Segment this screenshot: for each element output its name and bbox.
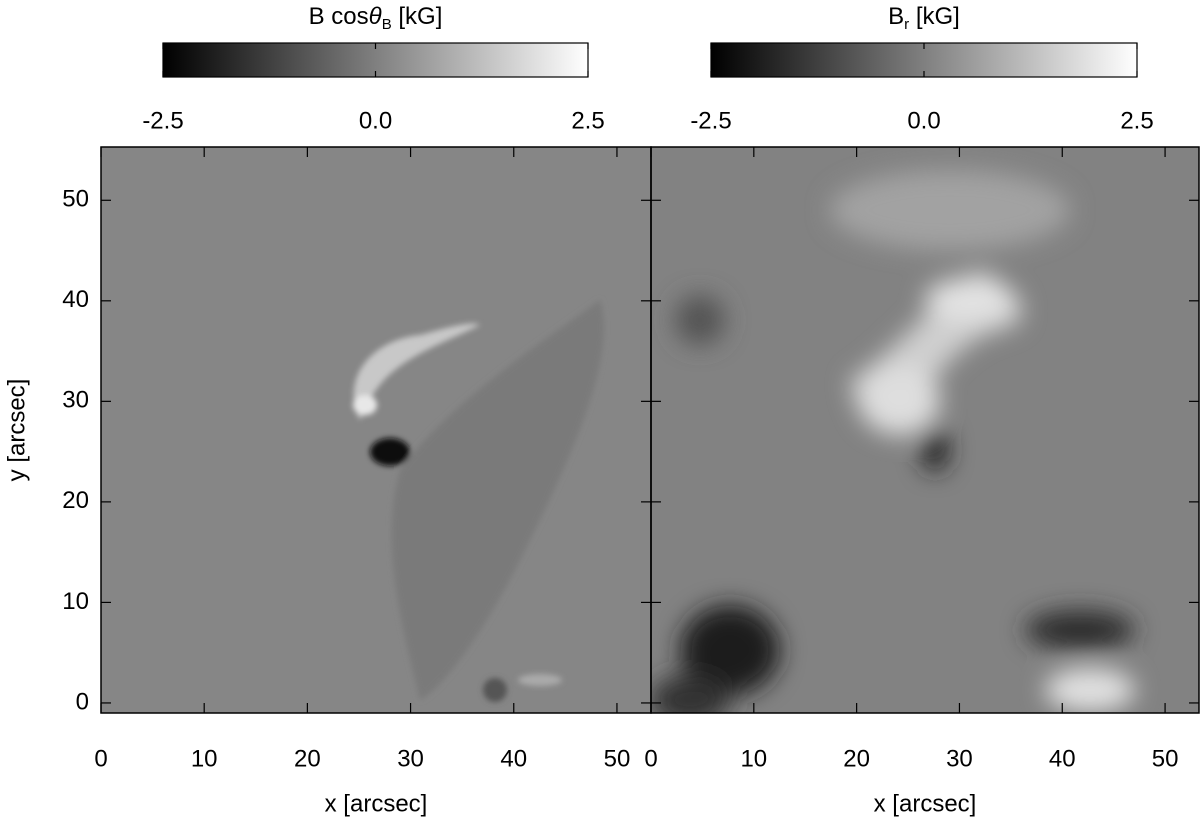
x-tick-label: 0 xyxy=(644,745,657,772)
image-right xyxy=(651,147,1199,713)
y-tick-label: 40 xyxy=(62,286,89,313)
colorbar-label-part: r xyxy=(904,16,909,33)
colorbar-label-part: [kG] xyxy=(909,3,960,30)
colorbar-tick-label: 0.0 xyxy=(907,107,940,134)
colorbar-tick-label: -2.5 xyxy=(142,107,183,134)
x-axis-label: x [arcsec] xyxy=(325,790,428,817)
colorbar-label: B cosθB [kG] xyxy=(309,3,443,33)
y-tick-label: 50 xyxy=(62,186,89,213)
y-tick-label: 0 xyxy=(76,688,89,715)
x-tick-label: 20 xyxy=(843,745,870,772)
x-tick-label: 10 xyxy=(740,745,767,772)
x-axis-label: x [arcsec] xyxy=(874,790,977,817)
x-tick-label: 40 xyxy=(1049,745,1076,772)
y-tick-label: 10 xyxy=(62,588,89,615)
x-tick-label: 0 xyxy=(94,745,107,772)
colorbar-tick-label: 2.5 xyxy=(571,107,604,134)
x-tick-label: 30 xyxy=(946,745,973,772)
x-tick-label: 50 xyxy=(1152,745,1179,772)
colorbar-label-part: θ xyxy=(369,3,382,30)
colorbar-label-part: B xyxy=(382,16,392,33)
y-tick-label: 20 xyxy=(62,487,89,514)
y-axis-label: y [arcsec] xyxy=(3,379,30,482)
colorbar-label: Br [kG] xyxy=(888,3,960,33)
x-tick-label: 40 xyxy=(500,745,527,772)
colorbar-tick-label: -2.5 xyxy=(690,107,731,134)
x-tick-label: 20 xyxy=(294,745,321,772)
colorbar-label-part: B cos xyxy=(309,3,369,30)
colorbar-tick-label: 0.0 xyxy=(359,107,392,134)
x-tick-label: 50 xyxy=(604,745,631,772)
image-left xyxy=(101,147,651,713)
colorbar-label-part: [kG] xyxy=(392,3,443,30)
plot-frame xyxy=(650,146,1200,714)
colorbar-tick-label: 2.5 xyxy=(1120,107,1153,134)
x-tick-label: 30 xyxy=(397,745,424,772)
x-tick-label: 10 xyxy=(191,745,218,772)
y-tick-label: 30 xyxy=(62,387,89,414)
colorbar-label-part: B xyxy=(888,3,904,30)
